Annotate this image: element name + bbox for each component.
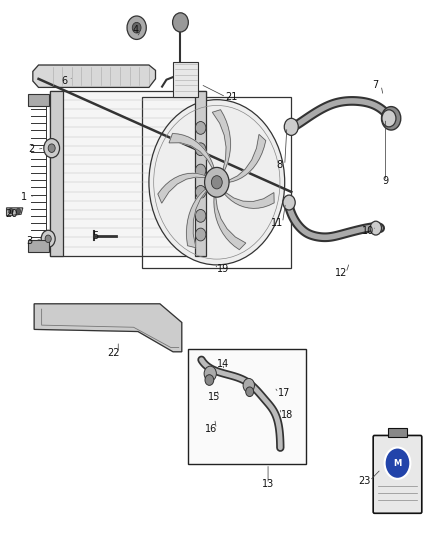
Text: 17: 17 <box>278 388 290 398</box>
Circle shape <box>212 176 222 189</box>
Text: 5: 5 <box>92 231 99 240</box>
Circle shape <box>45 235 51 243</box>
Text: 8: 8 <box>276 160 283 170</box>
Circle shape <box>173 13 188 32</box>
Polygon shape <box>33 65 155 87</box>
Circle shape <box>9 208 13 214</box>
Circle shape <box>246 387 254 397</box>
Bar <box>388 428 406 437</box>
Circle shape <box>195 143 206 156</box>
Circle shape <box>204 366 216 381</box>
Text: 15: 15 <box>208 392 220 402</box>
Bar <box>28 240 49 252</box>
Polygon shape <box>224 192 274 208</box>
Text: 3: 3 <box>27 236 33 246</box>
Text: 2: 2 <box>28 144 35 154</box>
Text: 9: 9 <box>382 176 389 186</box>
Circle shape <box>283 195 295 210</box>
FancyBboxPatch shape <box>373 435 422 513</box>
Polygon shape <box>212 110 230 171</box>
Text: 11: 11 <box>271 218 283 228</box>
Polygon shape <box>7 208 23 216</box>
Text: 7: 7 <box>373 80 379 90</box>
Polygon shape <box>169 133 214 168</box>
Text: 6: 6 <box>62 76 68 86</box>
Circle shape <box>382 110 396 127</box>
Circle shape <box>149 100 285 265</box>
Circle shape <box>195 122 206 134</box>
Circle shape <box>243 378 254 392</box>
Circle shape <box>205 167 229 197</box>
Polygon shape <box>158 173 206 203</box>
Text: 1: 1 <box>21 192 27 202</box>
Bar <box>28 94 49 106</box>
Text: 18: 18 <box>281 410 293 419</box>
Polygon shape <box>214 197 246 249</box>
Bar <box>50 91 63 256</box>
Circle shape <box>385 448 410 479</box>
Bar <box>195 91 206 256</box>
Circle shape <box>48 144 55 152</box>
Text: 20: 20 <box>5 209 17 219</box>
Text: 13: 13 <box>262 479 274 489</box>
Text: M: M <box>393 459 402 467</box>
Circle shape <box>195 228 206 241</box>
Polygon shape <box>229 134 266 182</box>
Circle shape <box>381 107 401 130</box>
Circle shape <box>127 16 146 39</box>
Circle shape <box>132 22 141 33</box>
Text: 14: 14 <box>217 359 230 368</box>
Bar <box>173 62 198 97</box>
Circle shape <box>41 230 55 247</box>
Text: 4: 4 <box>133 26 139 35</box>
Text: 10: 10 <box>362 226 374 236</box>
Bar <box>142 97 291 268</box>
Bar <box>50 91 206 256</box>
Polygon shape <box>34 304 182 352</box>
Circle shape <box>16 208 21 214</box>
Text: 19: 19 <box>217 264 230 274</box>
Circle shape <box>370 221 381 235</box>
Circle shape <box>44 139 60 158</box>
Text: 23: 23 <box>358 476 371 486</box>
Circle shape <box>195 185 206 198</box>
Text: 22: 22 <box>107 348 119 358</box>
Circle shape <box>284 118 298 135</box>
Bar <box>188 349 306 464</box>
Circle shape <box>205 375 214 385</box>
Text: 16: 16 <box>205 424 217 434</box>
Circle shape <box>195 164 206 177</box>
Text: 12: 12 <box>335 268 347 278</box>
Circle shape <box>195 209 206 222</box>
Polygon shape <box>187 189 207 248</box>
Text: 21: 21 <box>225 92 237 102</box>
